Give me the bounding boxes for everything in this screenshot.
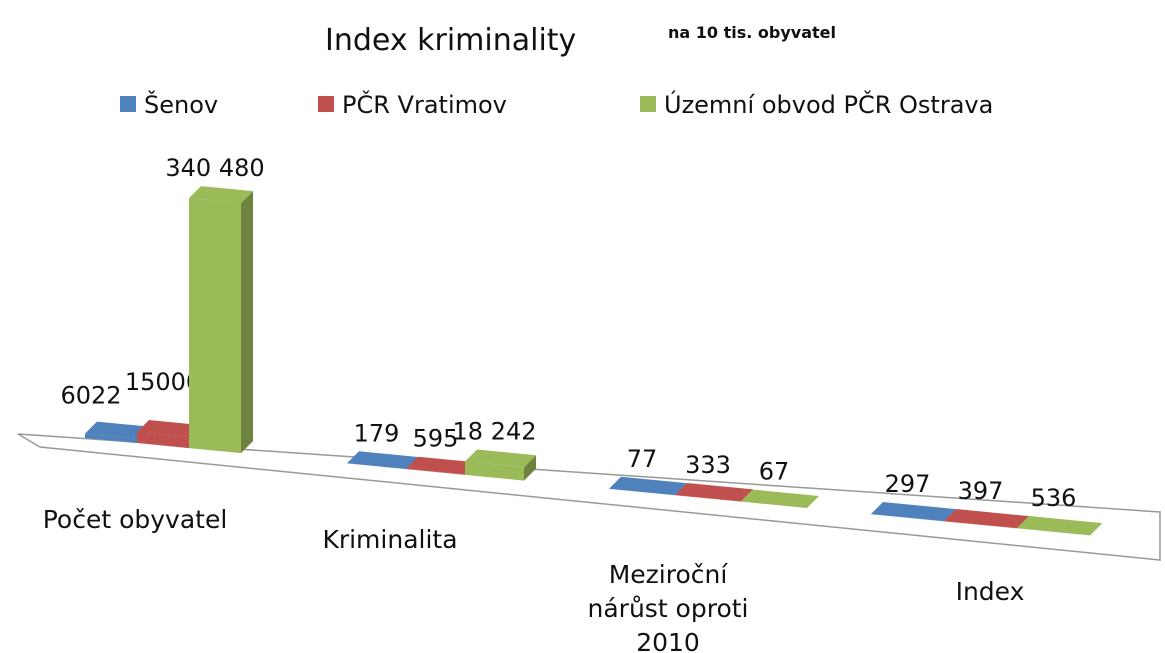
- bar-top: [675, 482, 753, 502]
- chart-subtitle: na 10 tis. obyvatel: [668, 23, 836, 42]
- category-label: Počet obyvatel: [42, 505, 228, 534]
- category-label: Kriminalita: [322, 525, 458, 554]
- bar-top: [741, 489, 819, 508]
- bar: [675, 494, 741, 502]
- bar-side: [741, 489, 753, 502]
- data-label: 77: [627, 445, 658, 473]
- data-label: 297: [885, 470, 931, 498]
- chart-title: Index kriminality: [325, 23, 576, 58]
- bar-side: [241, 191, 253, 454]
- bar-top: [609, 476, 687, 496]
- legend-label: PČR Vratimov: [342, 89, 507, 119]
- data-label: 397: [958, 477, 1004, 505]
- data-label: 595: [413, 425, 459, 453]
- data-label: 67: [759, 458, 790, 486]
- bar-top: [406, 456, 477, 475]
- bar: [609, 488, 675, 496]
- data-label: 340 480: [165, 154, 264, 182]
- bar: [465, 461, 524, 481]
- bar-top: [85, 421, 149, 439]
- legend-label: Územní obvod PČR Ostrava: [664, 89, 993, 119]
- bar-top: [347, 451, 418, 470]
- legend-swatch: [120, 96, 136, 112]
- bar: [137, 432, 189, 449]
- data-label: 15000: [125, 368, 201, 396]
- bar-top: [189, 186, 253, 204]
- data-label: 179: [354, 419, 400, 447]
- legend-swatch: [318, 96, 334, 112]
- bar-top: [465, 449, 536, 468]
- legend-label: Šenov: [144, 89, 218, 119]
- bar-side: [524, 455, 536, 481]
- data-label: 18 242: [453, 417, 537, 445]
- bar: [944, 521, 1017, 529]
- floor: [17, 433, 1161, 561]
- bar-top: [137, 420, 201, 438]
- bar: [85, 433, 137, 444]
- bar-top: [944, 509, 1029, 529]
- category-label: Meziroční nárůst oproti 2010: [587, 560, 749, 653]
- bar: [189, 198, 241, 454]
- data-label: 536: [1031, 484, 1077, 512]
- bar: [406, 468, 465, 475]
- bar: [1017, 528, 1090, 536]
- bar-side: [1090, 523, 1102, 536]
- bar: [871, 514, 944, 522]
- category-label: Index: [955, 577, 1025, 606]
- bar-top: [871, 502, 956, 522]
- bar: [347, 463, 406, 470]
- bar-top: [1017, 516, 1102, 536]
- legend-swatch: [640, 96, 656, 112]
- data-label: 6022: [60, 382, 121, 410]
- bar-side: [807, 495, 819, 509]
- data-label: 333: [685, 451, 731, 479]
- bar: [741, 501, 807, 509]
